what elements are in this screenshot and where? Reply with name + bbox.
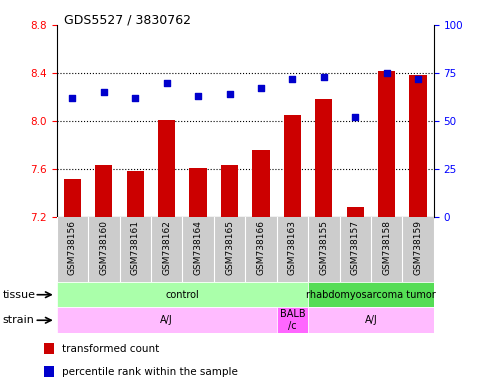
Bar: [64, 179, 81, 217]
Text: GSM738161: GSM738161: [131, 220, 140, 275]
Text: BALB
/c: BALB /c: [280, 310, 305, 331]
Bar: [43, 343, 54, 354]
Text: GDS5527 / 3830762: GDS5527 / 3830762: [64, 13, 191, 26]
Text: GSM738158: GSM738158: [382, 220, 391, 275]
Text: percentile rank within the sample: percentile rank within the sample: [63, 367, 238, 377]
Text: A/J: A/J: [160, 315, 173, 325]
Point: [257, 85, 265, 91]
Text: GSM738159: GSM738159: [414, 220, 423, 275]
Bar: [57, 307, 277, 333]
Point: [320, 74, 328, 80]
Text: GSM738160: GSM738160: [99, 220, 108, 275]
Text: rhabdomyosarcoma tumor: rhabdomyosarcoma tumor: [306, 290, 436, 300]
Bar: [189, 168, 207, 217]
Point: [414, 76, 422, 82]
Point: [163, 79, 171, 86]
Bar: [158, 120, 176, 217]
Text: GSM738165: GSM738165: [225, 220, 234, 275]
Text: GSM738162: GSM738162: [162, 220, 171, 275]
Text: A/J: A/J: [365, 315, 377, 325]
Bar: [252, 150, 270, 217]
Point: [288, 76, 296, 82]
Bar: [378, 71, 395, 217]
Bar: [308, 307, 434, 333]
Bar: [315, 99, 332, 217]
Text: GSM738157: GSM738157: [351, 220, 360, 275]
Point: [194, 93, 202, 99]
Point: [352, 114, 359, 120]
Bar: [284, 115, 301, 217]
Text: tissue: tissue: [2, 290, 35, 300]
Text: control: control: [166, 290, 199, 300]
Bar: [57, 282, 308, 307]
Bar: [347, 207, 364, 217]
Point: [226, 91, 234, 97]
Bar: [277, 307, 308, 333]
Text: GSM738166: GSM738166: [256, 220, 266, 275]
Text: GSM738163: GSM738163: [288, 220, 297, 275]
Bar: [221, 166, 238, 217]
Point: [100, 89, 108, 95]
Text: transformed count: transformed count: [63, 344, 160, 354]
Text: strain: strain: [2, 315, 35, 325]
Text: GSM738155: GSM738155: [319, 220, 328, 275]
Point: [131, 95, 139, 101]
Bar: [410, 75, 427, 217]
Bar: [308, 282, 434, 307]
Bar: [43, 366, 54, 377]
Bar: [95, 166, 112, 217]
Text: GSM738156: GSM738156: [68, 220, 77, 275]
Point: [69, 95, 76, 101]
Text: GSM738164: GSM738164: [194, 220, 203, 275]
Bar: [127, 171, 144, 217]
Point: [383, 70, 390, 76]
